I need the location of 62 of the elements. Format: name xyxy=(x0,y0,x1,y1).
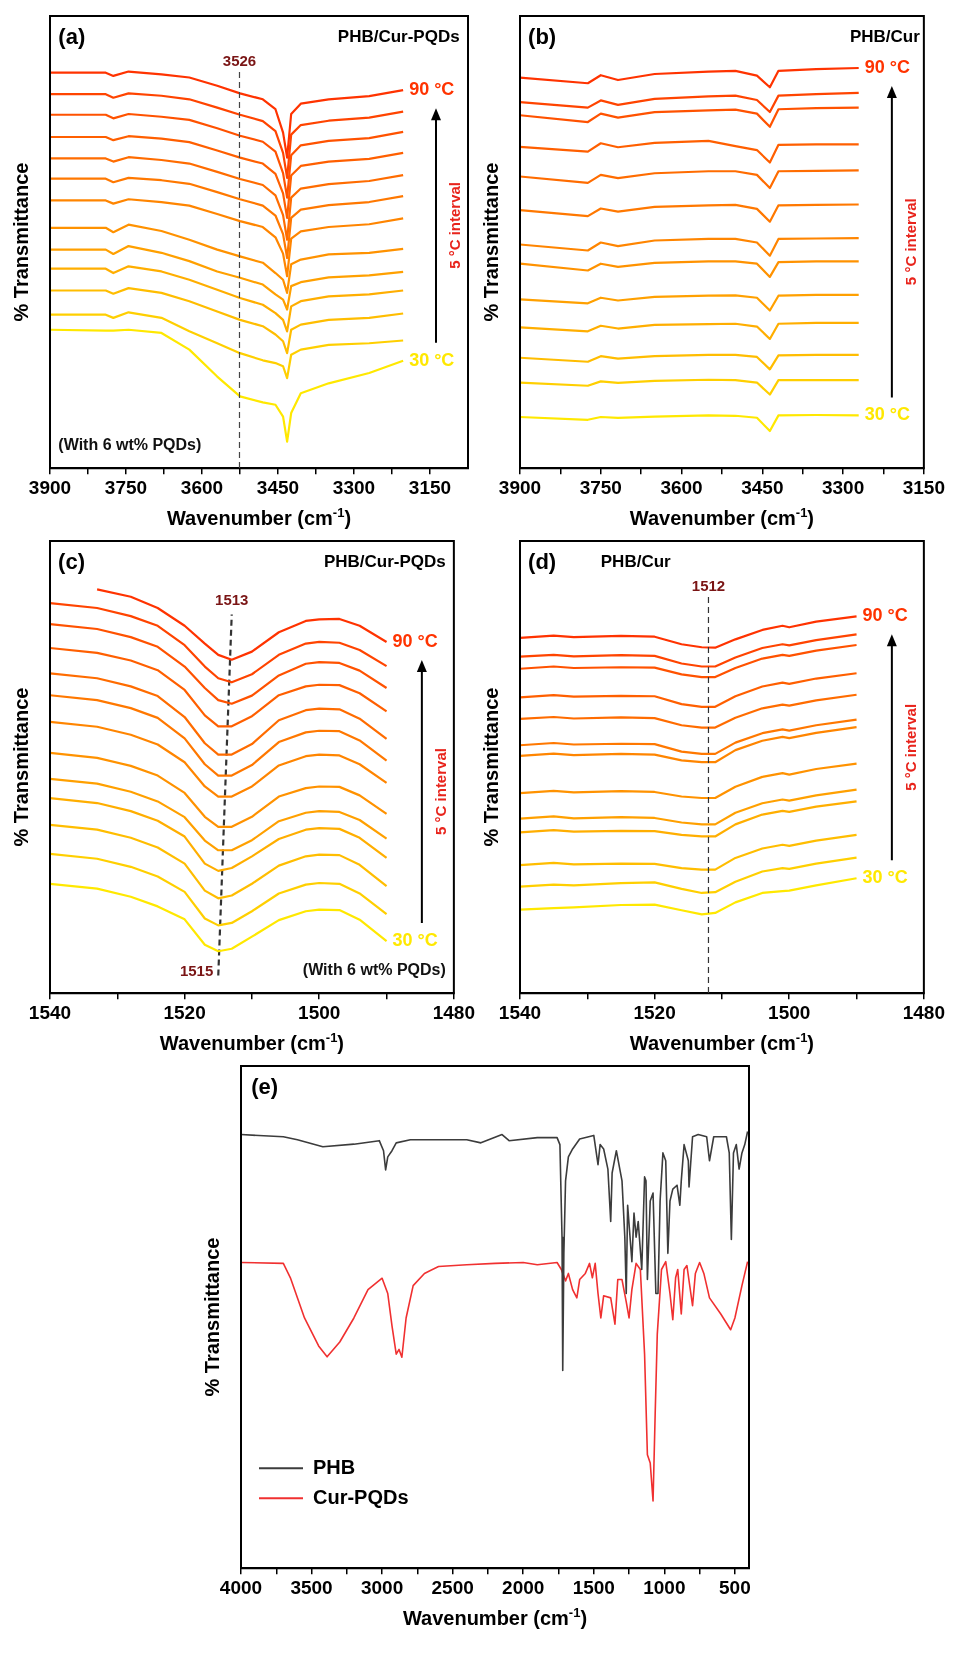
chart-title: (b) xyxy=(528,24,557,49)
chart-subtitle: PHB/Cur xyxy=(600,552,672,571)
x-tick-label: 1480 xyxy=(902,1001,946,1023)
series-label: 90 °C xyxy=(864,56,910,77)
series-label: 30 °C xyxy=(392,930,438,951)
series-label: 90 °C xyxy=(392,630,438,651)
chart-title: (e) xyxy=(251,1074,279,1099)
x-tick-label: 3150 xyxy=(902,476,946,498)
annotation: 5 °C interval xyxy=(446,182,464,269)
annotation: 5 °C interval xyxy=(902,198,920,286)
chart-title: (c) xyxy=(58,549,85,574)
y-axis-title: % Transmittance xyxy=(480,162,502,322)
x-tick-label: 1520 xyxy=(633,1001,676,1023)
annotation: 1515 xyxy=(179,961,214,979)
y-axis-title: % Transmittance xyxy=(201,1237,223,1397)
x-tick-label: 1480 xyxy=(432,1001,476,1023)
x-tick-label: 3750 xyxy=(104,476,148,498)
x-tick-label: 3600 xyxy=(180,476,224,498)
x-tick-label: 1540 xyxy=(498,1001,542,1023)
x-tick-label: 1500 xyxy=(298,1001,341,1023)
annotation: (With 6 wt% PQDs) xyxy=(58,436,202,454)
y-axis-title: % Transmittance xyxy=(10,162,32,322)
x-tick-label: 3900 xyxy=(498,476,542,498)
annotation: 5 °C interval xyxy=(432,748,450,835)
x-tick-label: 3600 xyxy=(660,476,703,498)
x-tick-label: 2000 xyxy=(502,1576,545,1598)
x-tick-label: 1540 xyxy=(28,1001,72,1023)
chart-title: (d) xyxy=(528,549,557,574)
x-tick-label: 3150 xyxy=(408,476,452,498)
ref-line-label: 3526 xyxy=(222,52,257,69)
x-tick-label: 4000 xyxy=(219,1576,263,1598)
series-label: 30 °C xyxy=(864,404,910,425)
x-tick-label: 2500 xyxy=(431,1576,474,1598)
x-tick-label: 3500 xyxy=(290,1576,333,1598)
x-tick-label: 3450 xyxy=(256,476,300,498)
x-tick-label: 3300 xyxy=(332,476,376,498)
annotation: (With 6 wt% PQDs) xyxy=(302,961,446,979)
chart-title: (a) xyxy=(58,24,86,49)
x-tick-label: 3750 xyxy=(579,476,622,498)
x-tick-label: 1520 xyxy=(163,1001,206,1023)
x-tick-label: 500 xyxy=(719,1576,751,1598)
x-tick-label: 1500 xyxy=(572,1576,615,1598)
x-tick-label: 3450 xyxy=(741,476,784,498)
annotation: 5 °C interval xyxy=(902,703,920,791)
x-tick-label: 1500 xyxy=(768,1001,811,1023)
legend-label: PHB xyxy=(313,1455,356,1478)
x-tick-label: 3900 xyxy=(28,476,72,498)
chart-subtitle: PHB/Cur-PQDs xyxy=(337,27,460,46)
series-label: 90 °C xyxy=(862,605,908,626)
chart-subtitle: PHB/Cur-PQDs xyxy=(323,552,446,571)
x-tick-label: 3300 xyxy=(821,476,865,498)
series-label: 30 °C xyxy=(862,867,908,888)
x-tick-label: 1000 xyxy=(643,1576,686,1598)
y-axis-title: % Transmittance xyxy=(480,687,502,847)
chart-subtitle: PHB/Cur xyxy=(849,27,921,46)
ref-line-label: 1512 xyxy=(691,577,726,594)
legend-label: Cur-PQDs xyxy=(313,1485,409,1508)
series-label: 90 °C xyxy=(409,79,455,100)
x-tick-label: 3000 xyxy=(360,1576,404,1598)
annotation: 1513 xyxy=(215,591,249,609)
series-label: 30 °C xyxy=(409,349,455,370)
y-axis-title: % Transmittance xyxy=(10,687,32,847)
